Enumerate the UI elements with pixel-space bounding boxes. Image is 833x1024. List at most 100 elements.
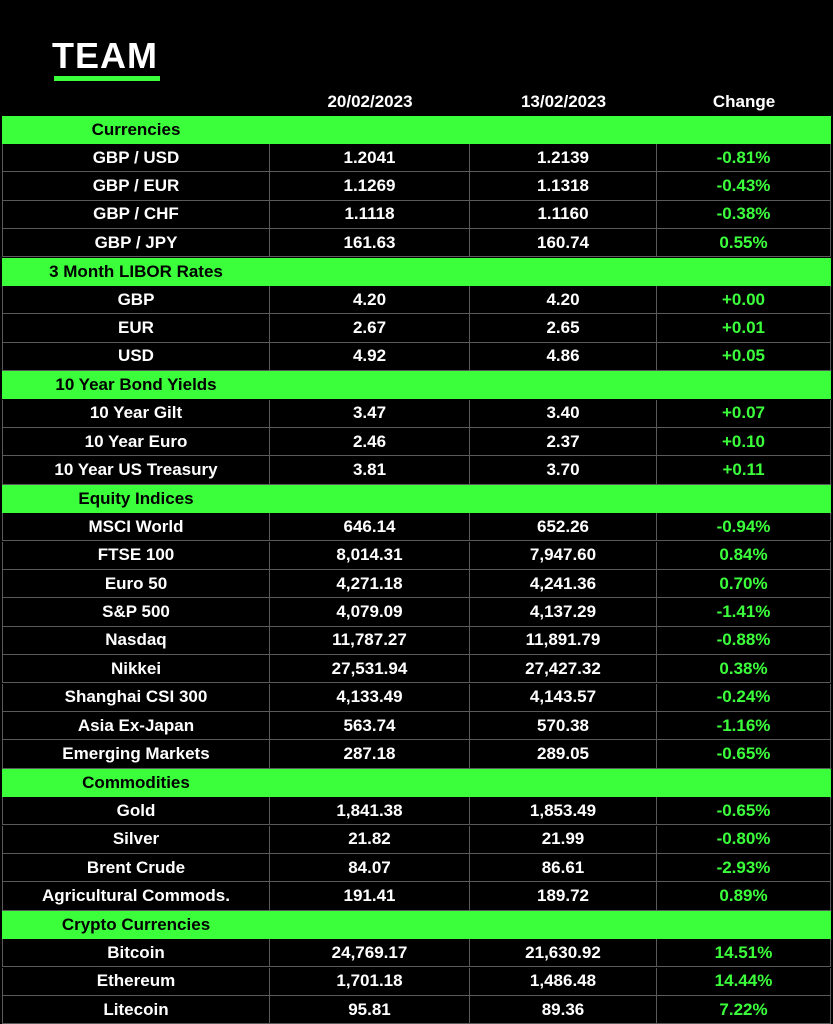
row-label: Litecoin bbox=[2, 995, 270, 1024]
table-row: Bitcoin 24,769.17 21,630.92 14.51% bbox=[0, 939, 833, 968]
price-value: 4,271.18 bbox=[270, 569, 470, 599]
table-row: GBP / CHF 1.1118 1.1160 -0.38% bbox=[0, 200, 833, 230]
section-title: 3 Month LIBOR Rates bbox=[49, 261, 223, 281]
price-value: 1.2041 bbox=[270, 143, 470, 173]
price-value: 1.1118 bbox=[270, 200, 470, 230]
row-label: GBP / CHF bbox=[2, 200, 270, 230]
row-label: EUR bbox=[2, 314, 270, 343]
price-value: 191.41 bbox=[270, 882, 470, 911]
row-label: Brent Crude bbox=[2, 853, 270, 883]
price-value: 27,531.94 bbox=[270, 655, 470, 684]
table-row: 10 Year US Treasury 3.81 3.70 +0.11 bbox=[0, 456, 833, 485]
table-row: Silver 21.82 21.99 -0.80% bbox=[0, 825, 833, 854]
price-value: 1.2139 bbox=[470, 143, 657, 173]
row-label: Gold bbox=[2, 797, 270, 826]
price-value: 189.72 bbox=[470, 882, 657, 911]
change-value: -0.81% bbox=[657, 143, 831, 173]
table-row: GBP / USD 1.2041 1.2139 -0.81% bbox=[0, 143, 833, 173]
row-label: GBP bbox=[2, 285, 270, 315]
table-row: Ethereum 1,701.18 1,486.48 14.44% bbox=[0, 967, 833, 996]
price-value: 4,137.29 bbox=[470, 598, 657, 627]
change-value: +0.05 bbox=[657, 342, 831, 372]
table-row: 10 Year Gilt 3.47 3.40 +0.07 bbox=[0, 399, 833, 428]
row-label: Emerging Markets bbox=[2, 740, 270, 769]
row-label: Shanghai CSI 300 bbox=[2, 683, 270, 712]
price-value: 1,701.18 bbox=[270, 967, 470, 996]
price-value: 21,630.92 bbox=[470, 939, 657, 968]
column-header: Change bbox=[712, 92, 776, 111]
change-value: -2.93% bbox=[657, 853, 831, 883]
row-label: 10 Year Gilt bbox=[2, 399, 270, 428]
price-value: 2.37 bbox=[470, 427, 657, 457]
price-value: 95.81 bbox=[270, 995, 470, 1024]
change-value: +0.01 bbox=[657, 314, 831, 343]
section-title: 10 Year Bond Yields bbox=[55, 375, 217, 395]
section-title: Equity Indices bbox=[78, 488, 194, 508]
table-row: Shanghai CSI 300 4,133.49 4,143.57 -0.24% bbox=[0, 683, 833, 712]
section-header: 3 Month LIBOR Rates bbox=[2, 257, 831, 286]
change-value: +0.10 bbox=[657, 427, 831, 457]
table-row: Euro 50 4,271.18 4,241.36 0.70% bbox=[0, 569, 833, 599]
table-row: Asia Ex-Japan 563.74 570.38 -1.16% bbox=[0, 711, 833, 741]
price-value: 21.82 bbox=[270, 825, 470, 854]
change-value: -0.43% bbox=[657, 172, 831, 201]
section-header: 10 Year Bond Yields bbox=[2, 371, 831, 400]
change-value: +0.00 bbox=[657, 285, 831, 315]
price-value: 287.18 bbox=[270, 740, 470, 769]
table-row: USD 4.92 4.86 +0.05 bbox=[0, 342, 833, 372]
change-value: +0.07 bbox=[657, 399, 831, 428]
row-label: GBP / JPY bbox=[2, 229, 270, 258]
change-value: -0.94% bbox=[657, 513, 831, 542]
change-value: 0.38% bbox=[657, 655, 831, 684]
row-label: FTSE 100 bbox=[2, 541, 270, 570]
table-row: Brent Crude 84.07 86.61 -2.93% bbox=[0, 853, 833, 883]
price-value: 160.74 bbox=[470, 229, 657, 258]
column-header: 20/02/2023 bbox=[327, 92, 413, 111]
table-row: Emerging Markets 287.18 289.05 -0.65% bbox=[0, 740, 833, 769]
row-label: Nasdaq bbox=[2, 626, 270, 656]
price-value: 3.81 bbox=[270, 456, 470, 485]
change-value: -1.41% bbox=[657, 598, 831, 627]
table-row: Litecoin 95.81 89.36 7.22% bbox=[0, 995, 833, 1024]
change-value: -1.16% bbox=[657, 711, 831, 741]
price-value: 27,427.32 bbox=[470, 655, 657, 684]
change-value: -0.88% bbox=[657, 626, 831, 656]
row-label: Agricultural Commods. bbox=[2, 882, 270, 911]
change-value: -0.80% bbox=[657, 825, 831, 854]
price-value: 563.74 bbox=[270, 711, 470, 741]
price-value: 289.05 bbox=[470, 740, 657, 769]
row-label: MSCI World bbox=[2, 513, 270, 542]
row-label: Bitcoin bbox=[2, 939, 270, 968]
change-value: 7.22% bbox=[657, 995, 831, 1024]
price-value: 89.36 bbox=[470, 995, 657, 1024]
price-value: 4,241.36 bbox=[470, 569, 657, 599]
table-row: FTSE 100 8,014.31 7,947.60 0.84% bbox=[0, 541, 833, 570]
section-header: Commodities bbox=[2, 768, 831, 798]
change-value: +0.11 bbox=[657, 456, 831, 485]
change-value: 0.55% bbox=[657, 229, 831, 258]
price-value: 4.92 bbox=[270, 342, 470, 372]
price-value: 2.46 bbox=[270, 427, 470, 457]
price-value: 7,947.60 bbox=[470, 541, 657, 570]
section-title: Currencies bbox=[91, 119, 181, 139]
row-label: 10 Year US Treasury bbox=[2, 456, 270, 485]
price-value: 8,014.31 bbox=[270, 541, 470, 570]
table-row: Nikkei 27,531.94 27,427.32 0.38% bbox=[0, 655, 833, 684]
section-header: Equity Indices bbox=[2, 484, 831, 514]
price-value: 24,769.17 bbox=[270, 939, 470, 968]
price-value: 21.99 bbox=[470, 825, 657, 854]
price-value: 1.1318 bbox=[470, 172, 657, 201]
table-row: Gold 1,841.38 1,853.49 -0.65% bbox=[0, 797, 833, 826]
price-value: 4.20 bbox=[470, 285, 657, 315]
change-value: 14.51% bbox=[657, 939, 831, 968]
table-row: MSCI World 646.14 652.26 -0.94% bbox=[0, 513, 833, 542]
change-value: 0.89% bbox=[657, 882, 831, 911]
row-label: GBP / EUR bbox=[2, 172, 270, 201]
row-label: Asia Ex-Japan bbox=[2, 711, 270, 741]
price-value: 652.26 bbox=[470, 513, 657, 542]
price-value: 1.1160 bbox=[470, 200, 657, 230]
table-row: S&P 500 4,079.09 4,137.29 -1.41% bbox=[0, 598, 833, 627]
change-value: -0.65% bbox=[657, 797, 831, 826]
change-value: 0.84% bbox=[657, 541, 831, 570]
